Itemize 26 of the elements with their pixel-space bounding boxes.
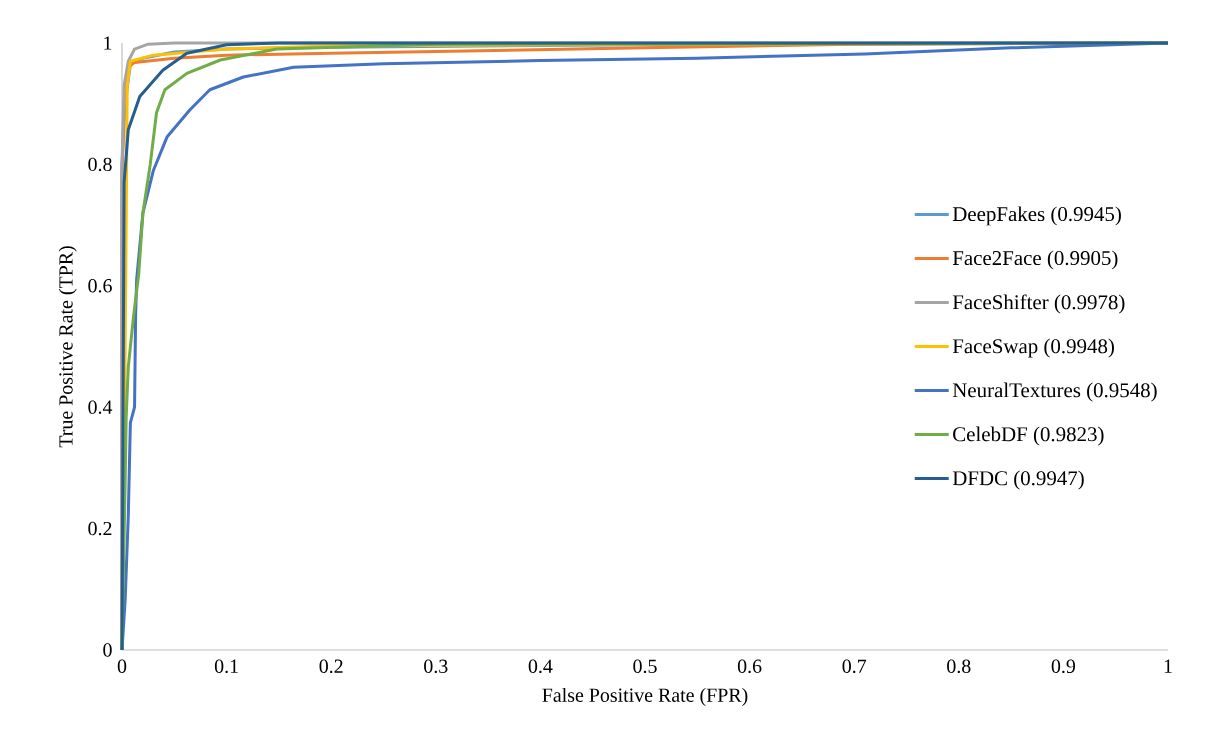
x-axis-title: False Positive Rate (FPR)	[542, 687, 748, 706]
x-tick-label: 0.7	[842, 659, 867, 674]
x-tick-label: 0.4	[528, 659, 553, 674]
legend-label: FaceSwap (0.9948)	[952, 338, 1114, 358]
legend-label: Face2Face (0.9905)	[952, 250, 1118, 270]
x-tick-label: 0.6	[737, 659, 762, 674]
y-tick-label: 0.4	[88, 400, 113, 414]
x-tick-label: 0	[117, 659, 127, 673]
y-tick-label: 0.6	[88, 279, 112, 293]
x-tick-label: 0.8	[947, 659, 971, 674]
y-tick-label: 1	[104, 36, 112, 50]
x-tick-label: 0.3	[424, 659, 448, 674]
y-axis-title: True Positive Rate (TPR)	[58, 246, 77, 448]
x-tick-label: 0.1	[214, 659, 238, 674]
x-tick-label: 0.5	[633, 659, 657, 674]
legend-label: NeuralTextures (0.9548)	[952, 382, 1157, 402]
x-tick-label: 1	[1164, 659, 1172, 673]
legend-label: DFDC (0.9947)	[952, 470, 1084, 490]
legend-label: DeepFakes (0.9945)	[952, 206, 1121, 226]
legend-label: CelebDF (0.9823)	[953, 426, 1104, 446]
y-tick-label: 0.8	[88, 157, 112, 172]
legend-label: FaceShifter (0.9978)	[952, 294, 1125, 314]
y-tick-label: 0	[103, 643, 112, 657]
y-tick-label: 0.2	[88, 521, 112, 536]
x-tick-label: 0.9	[1051, 659, 1076, 674]
x-tick-label: 0.2	[319, 659, 343, 674]
